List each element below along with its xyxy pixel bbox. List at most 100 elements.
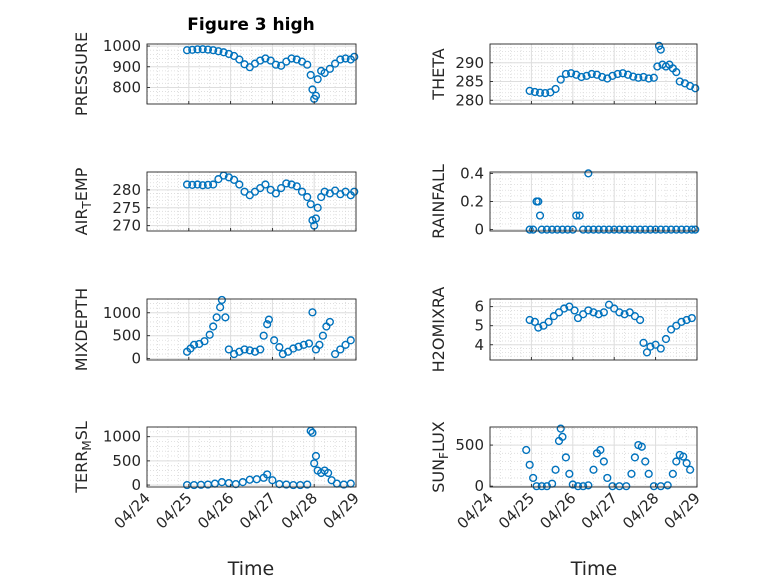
data-point [256,56,265,65]
y-tick-label: 5 [474,317,484,335]
y-tick-label: 0 [474,477,484,495]
data-point [584,481,593,490]
data-point [261,54,270,63]
data-point [308,428,317,437]
data-point [560,304,569,313]
data-point [563,225,572,234]
data-point [198,181,207,190]
data-point [575,211,584,220]
axes-box [489,426,698,488]
data-point [565,469,574,478]
data-point [529,473,538,483]
data-point [320,187,329,196]
data-point [221,313,230,322]
x-tick-label: 04/27 [578,489,621,532]
data-point [615,225,624,234]
y-axis-label: PRESSURE [72,32,91,116]
data-point [306,200,315,209]
data-series [182,45,359,103]
data-point [558,225,567,234]
data-point [188,180,197,189]
data-point [629,72,638,81]
data-point [634,73,643,82]
data-point [318,331,328,340]
y-tick-label: 0.4 [460,164,484,182]
data-point [568,480,577,489]
data-point [558,432,567,441]
data-point [182,180,192,189]
data-point [599,457,608,466]
data-point [271,189,280,198]
data-point [661,334,671,344]
data-point [651,225,660,234]
data-point [205,330,214,339]
data-point [639,338,648,347]
y-tick-label: 270 [112,217,141,235]
data-point [641,457,650,466]
axes-box [489,298,698,361]
data-point [212,313,221,322]
data-point [306,70,315,80]
data-point [653,62,662,71]
x-tick-label: 04/26 [536,489,579,532]
data-point [651,340,660,349]
y-tick-label: 275 [112,199,141,217]
data-point [188,45,197,54]
data-series [182,426,355,490]
data-point [577,72,586,82]
data-point [209,46,218,55]
data-point [304,339,314,348]
data-point [224,49,233,59]
data-point [303,60,312,69]
data-point [672,225,681,234]
data-point [685,465,695,474]
axes-box [489,43,698,105]
subplot-mixdepth: 0 500 1000 MIXDEPTH [72,288,357,371]
data-point [203,180,213,189]
data-point [554,308,564,317]
data-point [292,55,301,64]
x-tick-label: 04/28 [619,489,662,532]
data-point [579,310,588,319]
data-point [691,84,700,93]
data-point [275,343,284,352]
data-series [522,424,695,491]
data-point [635,315,645,325]
y-tick-label: 290 [455,54,484,72]
data-point [325,317,334,327]
data-point [584,169,593,178]
data-point [229,175,239,184]
data-point [203,45,213,54]
data-point [537,225,546,234]
data-point [570,306,579,315]
data-point [598,72,607,82]
y-axis-label: SUNFLUX [429,421,451,493]
axes-box [146,426,357,488]
data-point [639,72,648,82]
data-point [618,69,627,78]
figure-title: Figure 3 high [187,15,315,35]
y-tick-label: 1000 [103,304,141,322]
data-series [525,300,696,357]
data-point [641,225,650,234]
data-point [266,56,275,65]
data-point [594,310,603,319]
data-point [565,302,574,311]
data-point [311,214,321,223]
data-point [561,69,571,79]
data-point [604,300,614,309]
x-tick-label: 04/29 [661,489,704,532]
data-point [350,52,359,61]
data-point [308,85,317,94]
data-point [331,349,340,359]
data-point [193,45,202,54]
data-point [649,73,658,82]
data-point [270,336,279,345]
x-tick-label: 04/24 [111,489,154,532]
x-tick-label: 04/29 [320,489,363,532]
y-tick-label: 1000 [103,37,141,55]
data-point [682,225,691,234]
data-point [603,473,612,483]
